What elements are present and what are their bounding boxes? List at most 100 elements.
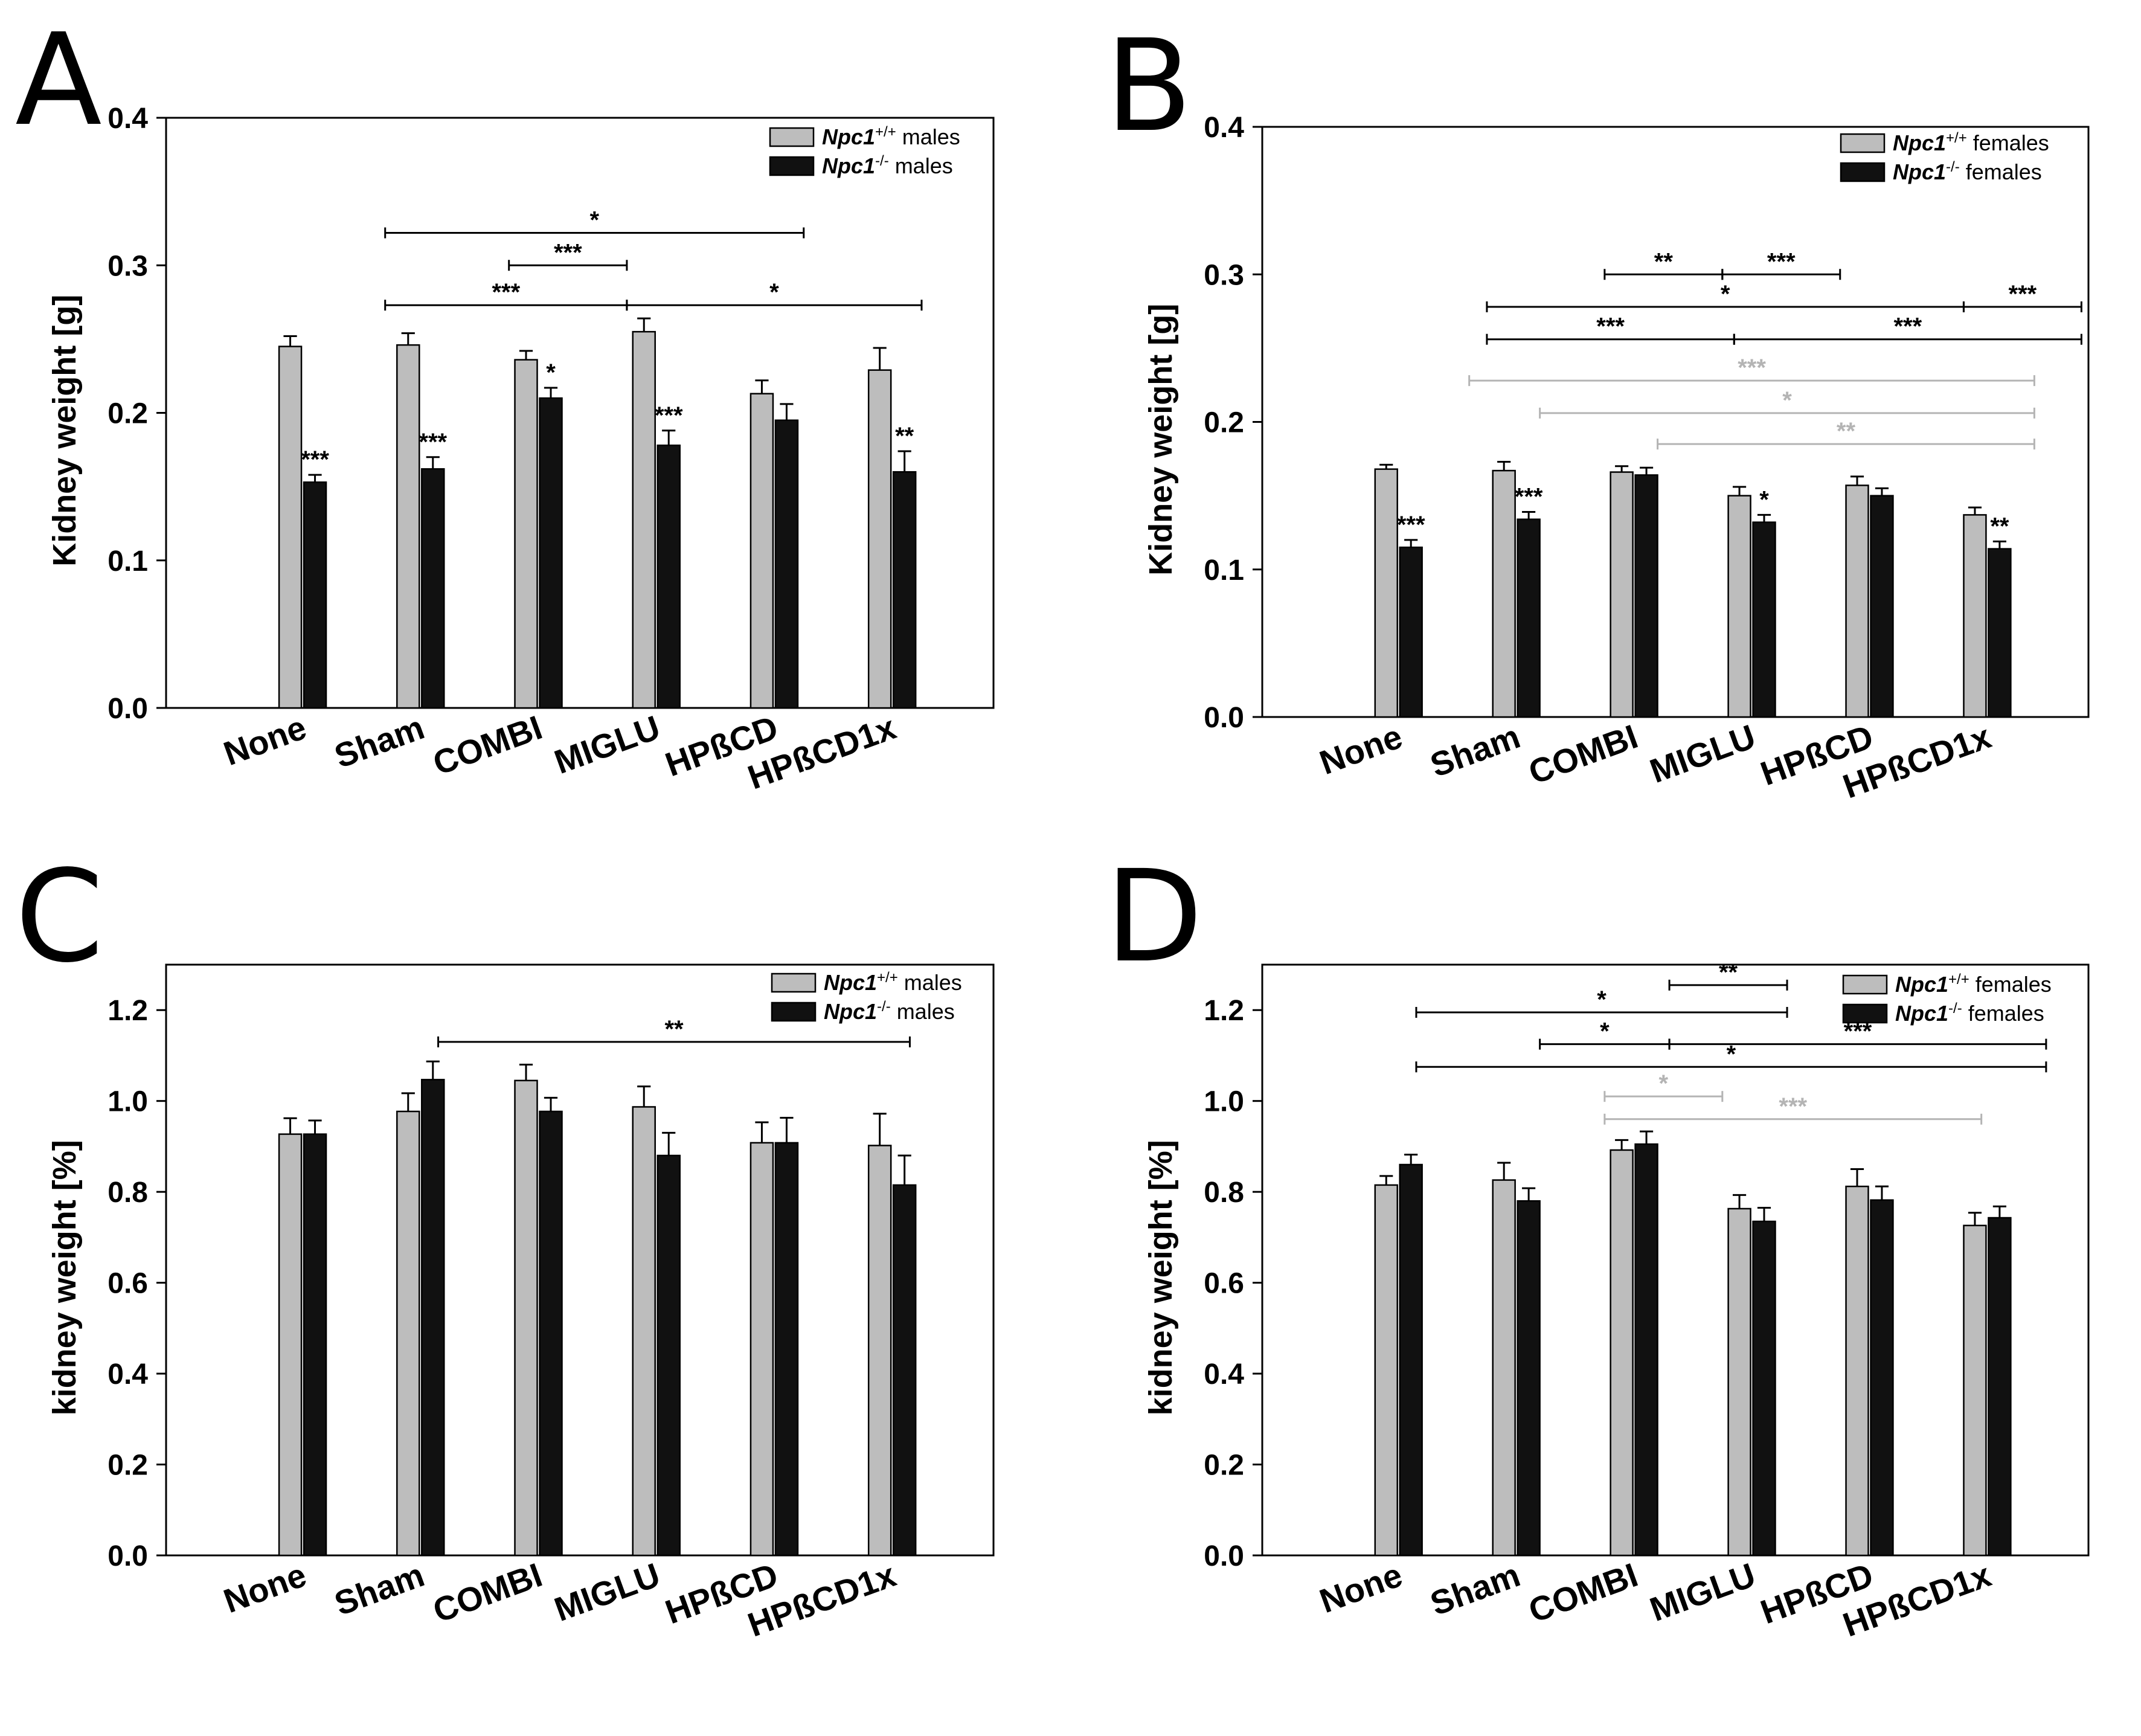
bar-mutant <box>1752 521 1776 718</box>
y-tick-label: 0.4 <box>108 103 148 135</box>
legend-swatch <box>769 156 815 176</box>
y-tick-label: 0.6 <box>1204 1268 1244 1300</box>
x-category-label: COMBI <box>428 1555 547 1630</box>
y-tick-label: 0.6 <box>108 1268 148 1300</box>
legend-swatch <box>771 1001 817 1022</box>
x-category-label: None <box>219 1555 311 1620</box>
bar-wildtype <box>1727 1207 1751 1557</box>
panel-d: D 0.0 0.2 0.4 0.6 0.8 1.0 1.2 kidney weight [%]… <box>1105 843 2090 1644</box>
significance-mark: * <box>546 359 556 386</box>
bar-wildtype <box>750 393 774 709</box>
x-category-label: Sham <box>330 1555 429 1622</box>
x-category-label: MIGLU <box>1645 1555 1761 1628</box>
legend-genotype: -/- <box>1946 159 1960 175</box>
legend-sex: males <box>889 153 953 178</box>
y-tick-label: 0.0 <box>1204 1540 1244 1572</box>
legend-gene-name: Npc1 <box>1895 1001 1948 1026</box>
bracket-label: * <box>1782 387 1792 414</box>
y-tick-label: 1.2 <box>108 995 148 1027</box>
significance-mark: *** <box>301 446 329 473</box>
x-category-label: MIGLU <box>1645 717 1761 790</box>
bar-wildtype <box>1610 471 1634 718</box>
legend-gene-name: Npc1 <box>824 999 877 1024</box>
bracket-label: * <box>589 207 599 234</box>
legend-genotype: -/- <box>1948 1000 1962 1017</box>
legend-sex: males <box>896 124 960 149</box>
bar-wildtype <box>632 1106 656 1557</box>
y-tick-label: 0.4 <box>108 1358 148 1390</box>
bracket-label: *** <box>1767 248 1796 275</box>
y-tick-label: 0.3 <box>108 250 148 282</box>
y-tick-label: 0.1 <box>108 545 148 577</box>
bar-wildtype <box>396 344 420 709</box>
bar-mutant <box>1752 1220 1776 1557</box>
bar-mutant <box>1870 495 1894 718</box>
bar-wildtype <box>1727 495 1751 718</box>
y-tick-label: 1.0 <box>1204 1086 1244 1118</box>
significance-mark: ** <box>895 423 914 449</box>
x-category-label: None <box>1315 1555 1407 1620</box>
bar-mutant <box>539 397 563 709</box>
y-axis-title: Kidney weight [g] <box>1143 304 1179 576</box>
y-tick-label: 0.2 <box>108 398 148 430</box>
y-tick-label: 0.2 <box>108 1450 148 1482</box>
panel-letter-a: A <box>15 6 102 154</box>
legend-swatch <box>1840 133 1886 153</box>
legend-gene-name: Npc1 <box>822 153 875 178</box>
significance-mark: *** <box>1515 483 1543 510</box>
bracket-label: *** <box>1596 313 1625 340</box>
bar-mutant <box>774 419 799 709</box>
y-tick-label: 0.0 <box>108 693 148 725</box>
y-axis-title: kidney weight [%] <box>47 1140 83 1415</box>
bar-mutant <box>656 444 681 709</box>
bar-mutant <box>421 1079 445 1557</box>
bar-mutant <box>1634 474 1658 718</box>
y-tick-label: 0.0 <box>108 1540 148 1572</box>
y-tick-label: 1.2 <box>1204 995 1244 1027</box>
bracket-label: ** <box>1719 959 1738 986</box>
x-category-label: COMBI <box>1524 1555 1643 1630</box>
bar-wildtype <box>632 330 656 709</box>
bar-wildtype <box>1374 468 1398 718</box>
x-category-label: Sham <box>1425 717 1525 784</box>
bracket-label: * <box>1727 1041 1736 1067</box>
legend-entry: Npc1-/- males <box>822 153 953 179</box>
legend-swatch <box>1842 974 1888 995</box>
bar-wildtype <box>1374 1184 1398 1557</box>
y-tick-label: 0.0 <box>1204 702 1244 734</box>
panel-letter-b: B <box>1105 12 1192 160</box>
x-category-label: COMBI <box>1524 717 1643 791</box>
bar-wildtype <box>867 369 892 709</box>
y-tick-label: 0.2 <box>1204 1450 1244 1482</box>
bar-mutant <box>1988 548 2012 718</box>
bar-wildtype <box>514 1079 538 1557</box>
x-category-label: MIGLU <box>550 1555 665 1628</box>
bar-wildtype <box>750 1142 774 1557</box>
bracket-label: ** <box>1837 418 1856 445</box>
legend-genotype: -/- <box>877 998 891 1015</box>
legend-entry: Npc1+/+ females <box>1895 971 2052 997</box>
bar-mutant <box>303 481 327 709</box>
legend-sex: females <box>1969 972 2052 997</box>
bar-mutant <box>1399 1163 1423 1557</box>
bracket-label: *** <box>554 239 582 266</box>
legend-entry: Npc1-/- males <box>824 998 955 1024</box>
bar-mutant <box>1399 546 1423 718</box>
bar-mutant <box>421 468 445 709</box>
y-tick-label: 0.1 <box>1204 555 1244 587</box>
bar-wildtype <box>396 1110 420 1557</box>
bracket-label: * <box>1597 986 1607 1013</box>
plot-frame <box>1261 963 2090 1557</box>
bar-wildtype <box>514 359 538 709</box>
bar-wildtype <box>1492 469 1516 718</box>
bar-mutant <box>539 1110 563 1557</box>
x-category-label: MIGLU <box>550 708 665 781</box>
legend-genotype: +/+ <box>875 124 896 140</box>
bar-mutant <box>303 1133 327 1557</box>
bar-wildtype <box>1963 1224 1987 1557</box>
bar-mutant <box>892 1184 917 1557</box>
significance-mark: * <box>1759 486 1769 513</box>
bracket-label: * <box>1659 1070 1669 1097</box>
